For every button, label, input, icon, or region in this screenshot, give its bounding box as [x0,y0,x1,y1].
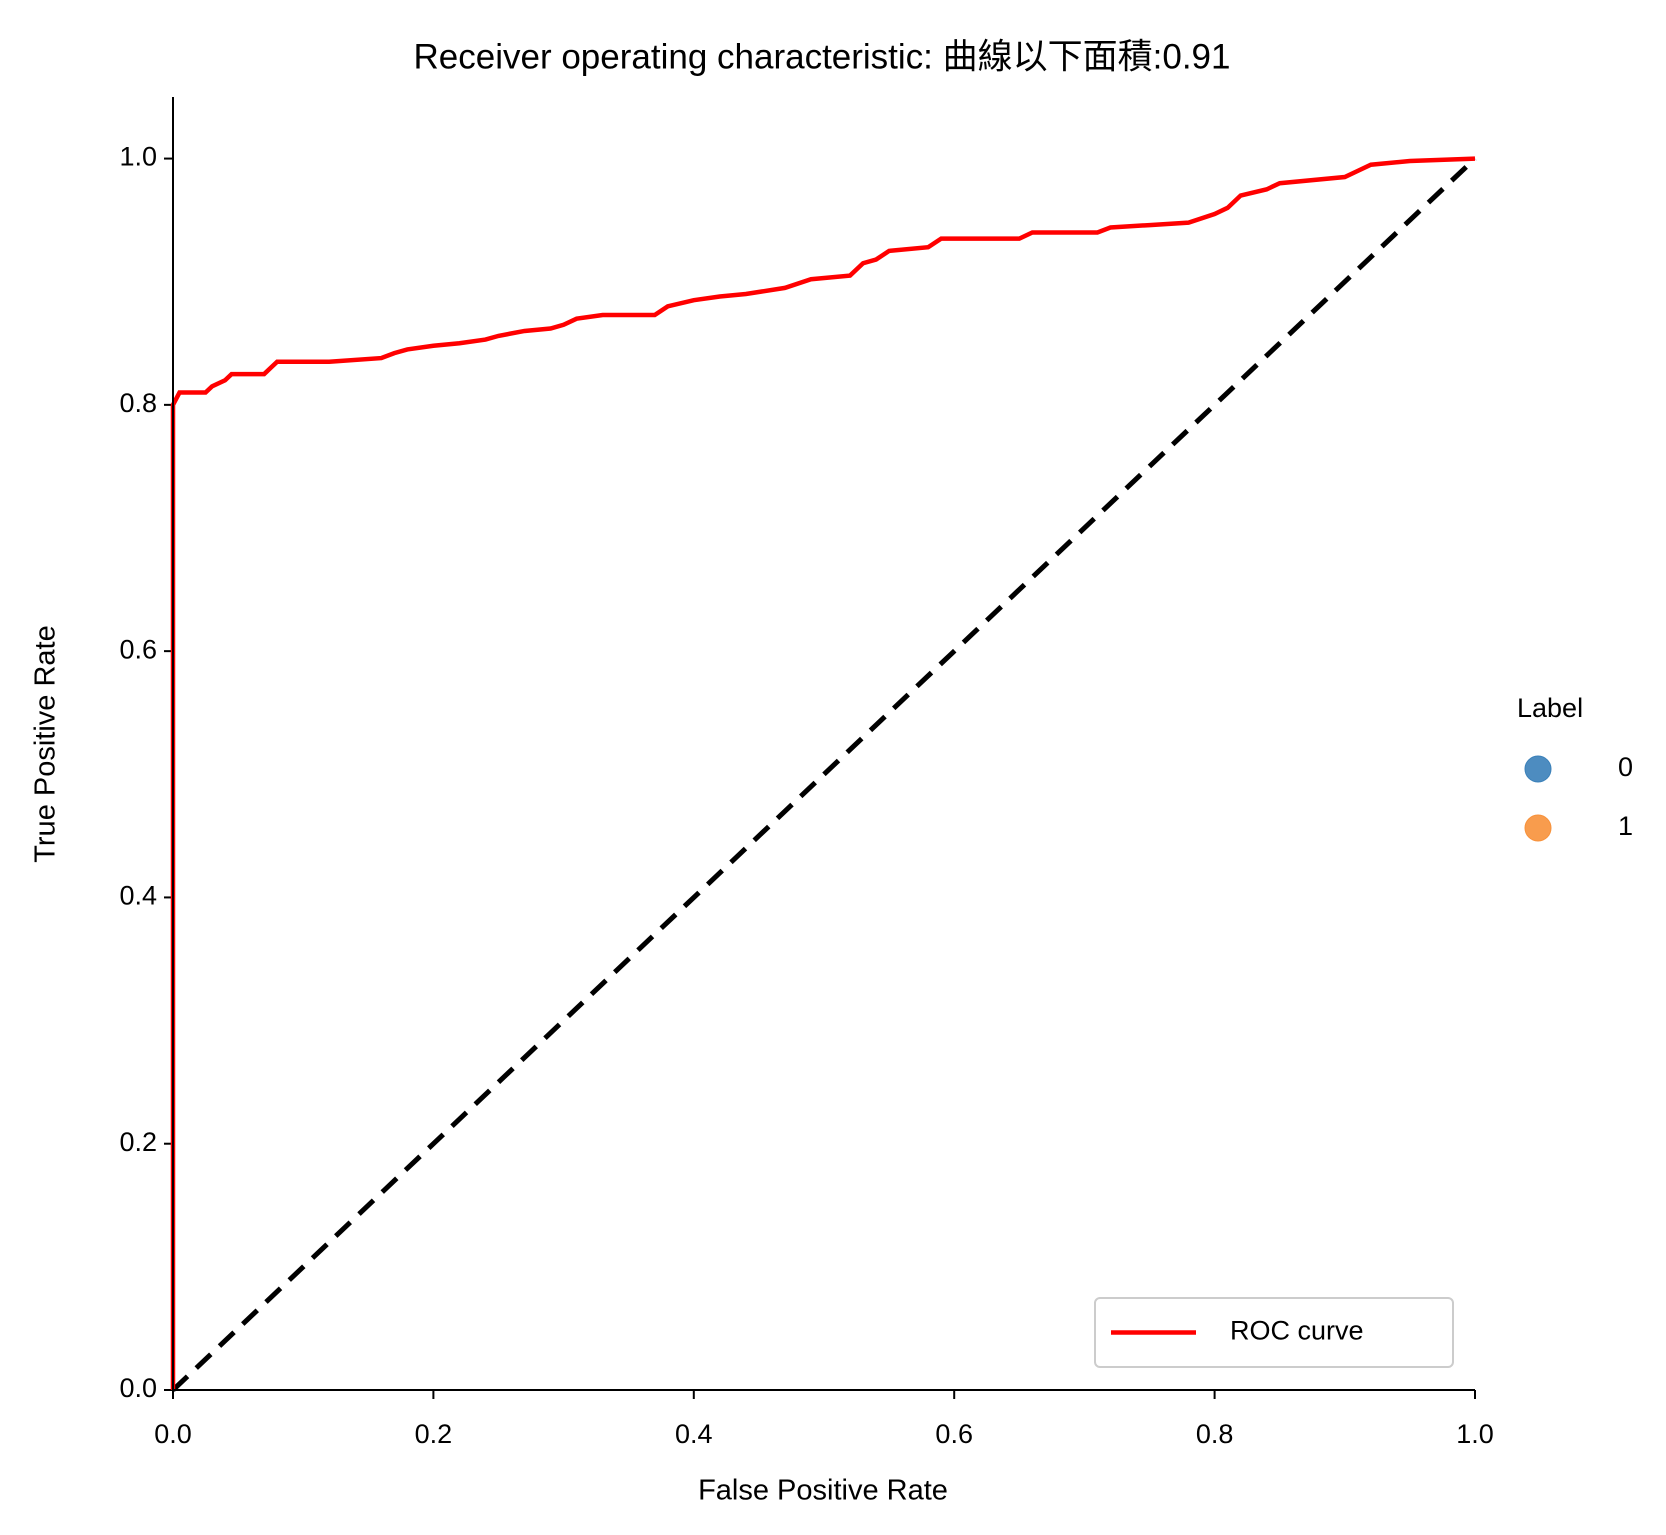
reference-line [171,156,1477,1392]
x-tick-label: 0.8 [1196,1419,1234,1449]
hue-legend-label: 0 [1618,752,1633,782]
x-tick-label: 0.2 [415,1419,453,1449]
y-tick-label: 0.6 [119,634,157,664]
y-tick-label: 0.4 [119,881,157,911]
x-axis-label: False Positive Rate [698,1475,948,1507]
y-tick-label: 0.0 [119,1373,157,1403]
hue-legend-label: 1 [1618,811,1633,841]
y-tick-label: 1.0 [119,142,157,172]
x-tick-label: 0.4 [675,1419,713,1449]
x-tick-label: 0.6 [935,1419,973,1449]
x-tick-label: 0.0 [154,1419,192,1449]
hue-legend-title: Label [1517,693,1583,723]
hue-legend-marker [1524,814,1552,842]
hue-legend-marker [1524,755,1552,783]
legend-label: ROC curve [1230,1316,1364,1346]
legend-box [1094,1297,1454,1368]
y-axis-label: True Positive Rate [30,625,62,862]
x-tick-label: 1.0 [1456,1419,1494,1449]
y-tick-label: 0.2 [119,1127,157,1157]
chart-title: Receiver operating characteristic: 曲線以下面… [414,37,1231,76]
y-tick-label: 0.8 [119,388,157,418]
roc-line [170,156,1476,1390]
